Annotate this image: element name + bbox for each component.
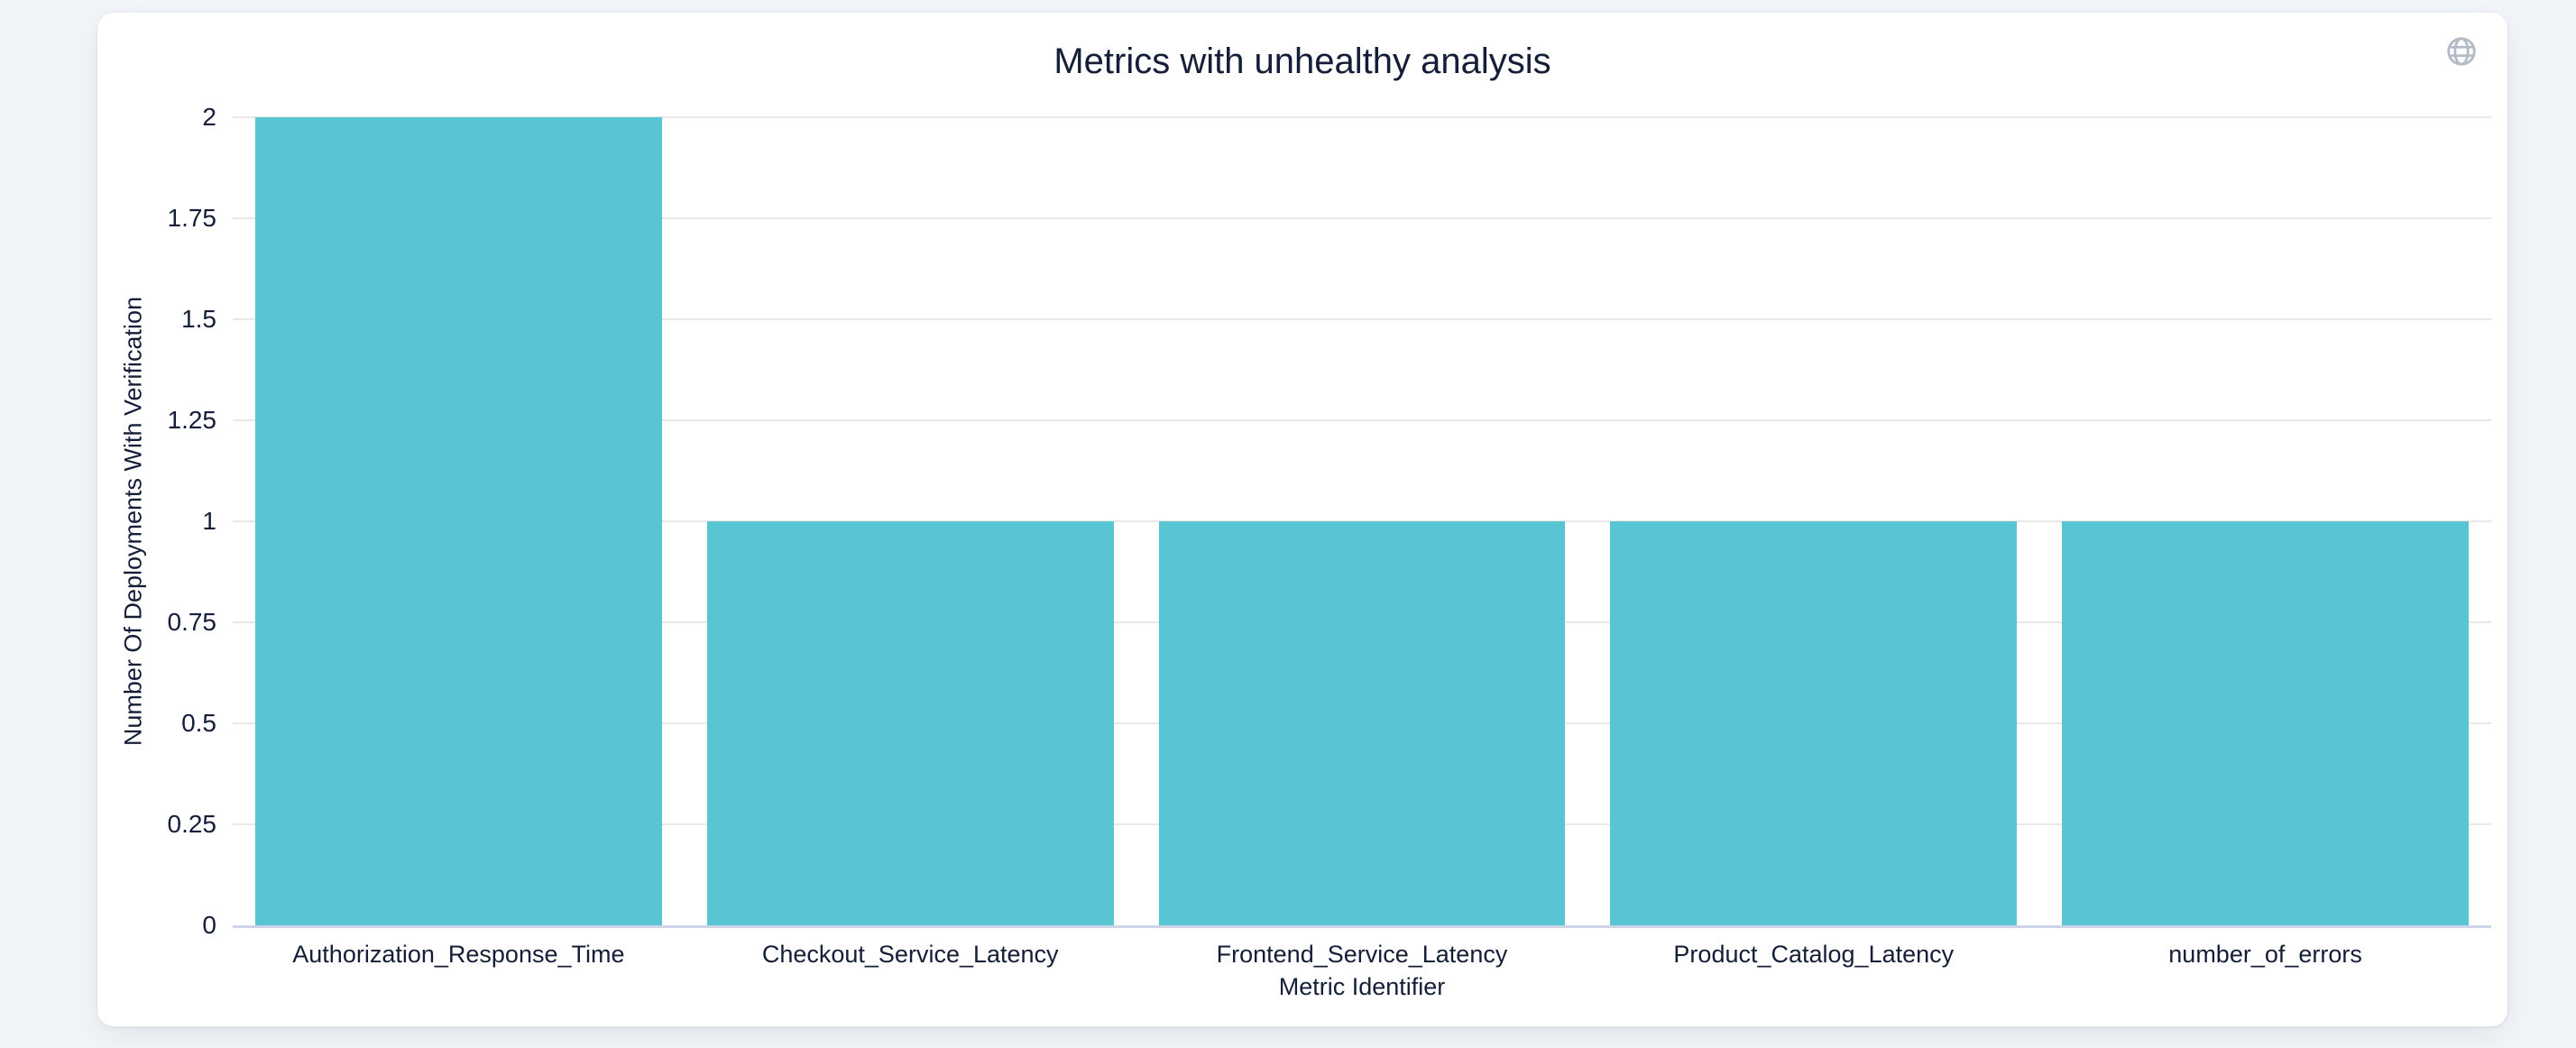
y-tick-label: 2	[202, 103, 216, 131]
x-tick-label: Frontend_Service_Latency	[1216, 941, 1508, 968]
chart-card: Metrics with unhealthy analysis Number O…	[97, 13, 2507, 1026]
gridline	[233, 116, 2491, 118]
globe-icon[interactable]	[2443, 32, 2480, 70]
y-tick-label: 0.25	[167, 810, 217, 838]
bar[interactable]	[706, 521, 1114, 925]
x-tick-label: Product_Catalog_Latency	[1673, 941, 1955, 968]
bar[interactable]	[1610, 521, 2018, 925]
plot-area: 0 0.25 0.5 0.75 1 1.25 1.5 1.75 2 Authorization_R…	[168, 103, 2491, 968]
y-tick-label: 0	[202, 911, 216, 939]
x-tick-label: Checkout_Service_Latency	[761, 941, 1059, 968]
x-tick-label: number_of_errors	[2168, 941, 2362, 968]
x-axis-line	[233, 925, 2491, 928]
bar[interactable]	[2062, 521, 2469, 925]
y-axis-title: Number Of Deployments With Verification	[119, 296, 147, 747]
gridline	[233, 217, 2491, 219]
y-tick-label: 0.75	[167, 608, 217, 636]
y-tick-label: 1	[202, 507, 216, 535]
bar[interactable]	[255, 117, 662, 925]
y-tick-label: 1.75	[167, 204, 217, 232]
gridline	[233, 419, 2491, 421]
y-tick-label: 0.5	[181, 709, 216, 737]
y-tick-label: 1.5	[181, 305, 216, 333]
x-axis-title: Metric Identifier	[1278, 973, 1446, 1000]
y-tick-label: 1.25	[167, 406, 217, 434]
x-tick-label: Authorization_Response_Time	[292, 941, 625, 968]
gridline	[233, 318, 2491, 320]
chart-title: Metrics with unhealthy analysis	[1053, 41, 1551, 81]
bar[interactable]	[1158, 521, 1566, 925]
